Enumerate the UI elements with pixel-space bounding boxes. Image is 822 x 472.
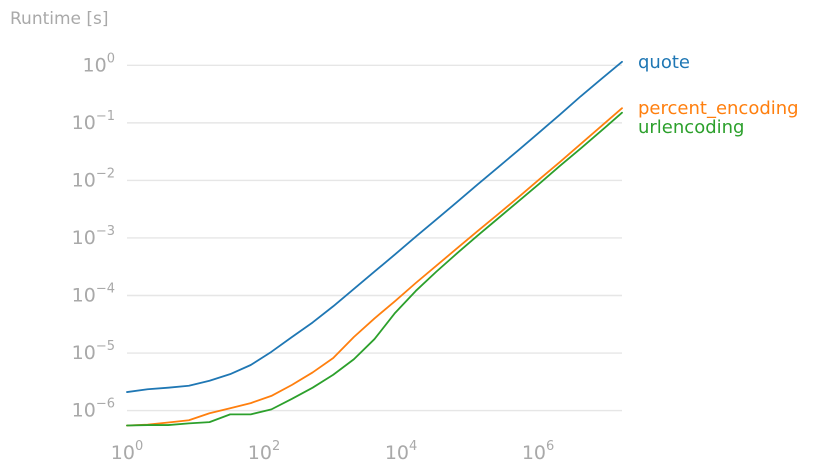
series-lines <box>126 60 623 427</box>
x-tick-base: 10 <box>385 442 409 464</box>
y-tick-label: 10−6 <box>72 397 115 422</box>
y-tick-exponent: −3 <box>96 224 115 239</box>
x-tick-label: 102 <box>248 439 280 464</box>
y-axis-label: Runtime [s] <box>10 9 109 29</box>
series-line-quote <box>126 60 623 393</box>
x-tick-base: 10 <box>111 442 135 464</box>
y-tick-base: 10 <box>72 342 96 364</box>
x-tick-exponent: 2 <box>272 439 280 454</box>
y-tick-exponent: −5 <box>96 339 115 354</box>
x-tick-exponent: 4 <box>409 439 417 454</box>
x-tick-base: 10 <box>522 442 546 464</box>
y-tick-exponent: −1 <box>96 109 115 124</box>
y-tick-label: 100 <box>83 51 115 76</box>
y-tick-label: 10−5 <box>72 339 115 364</box>
y-tick-base: 10 <box>72 400 96 422</box>
y-tick-label: 10−2 <box>72 166 115 191</box>
y-tick-base: 10 <box>83 54 107 76</box>
y-tick-label: 10−4 <box>72 282 115 307</box>
series-line-urlencoding <box>126 111 623 427</box>
x-tick-label: 100 <box>111 439 143 464</box>
y-tick-label: 10−3 <box>72 224 115 249</box>
y-tick-base: 10 <box>72 285 96 307</box>
y-tick-exponent: −2 <box>96 166 115 181</box>
x-tick-labels: 100 102 104 106 <box>111 439 555 464</box>
x-tick-base: 10 <box>248 442 272 464</box>
y-tick-exponent: 0 <box>107 51 115 66</box>
x-tick-label: 106 <box>522 439 554 464</box>
y-tick-base: 10 <box>72 112 96 134</box>
gridlines <box>127 64 622 412</box>
y-tick-base: 10 <box>72 169 96 191</box>
y-tick-exponent: −6 <box>96 397 115 412</box>
series-line-percent-encoding <box>126 107 623 427</box>
y-tick-label: 10−1 <box>72 109 115 134</box>
legend-label-percent-encoding: percent_encoding <box>638 98 799 119</box>
y-tick-base: 10 <box>72 227 96 249</box>
x-tick-exponent: 6 <box>546 439 554 454</box>
x-tick-label: 104 <box>385 439 417 464</box>
x-tick-exponent: 0 <box>135 439 143 454</box>
legend-label-quote: quote <box>638 52 690 73</box>
legend-label-urlencoding: urlencoding <box>638 117 744 138</box>
y-tick-exponent: −4 <box>96 282 115 297</box>
